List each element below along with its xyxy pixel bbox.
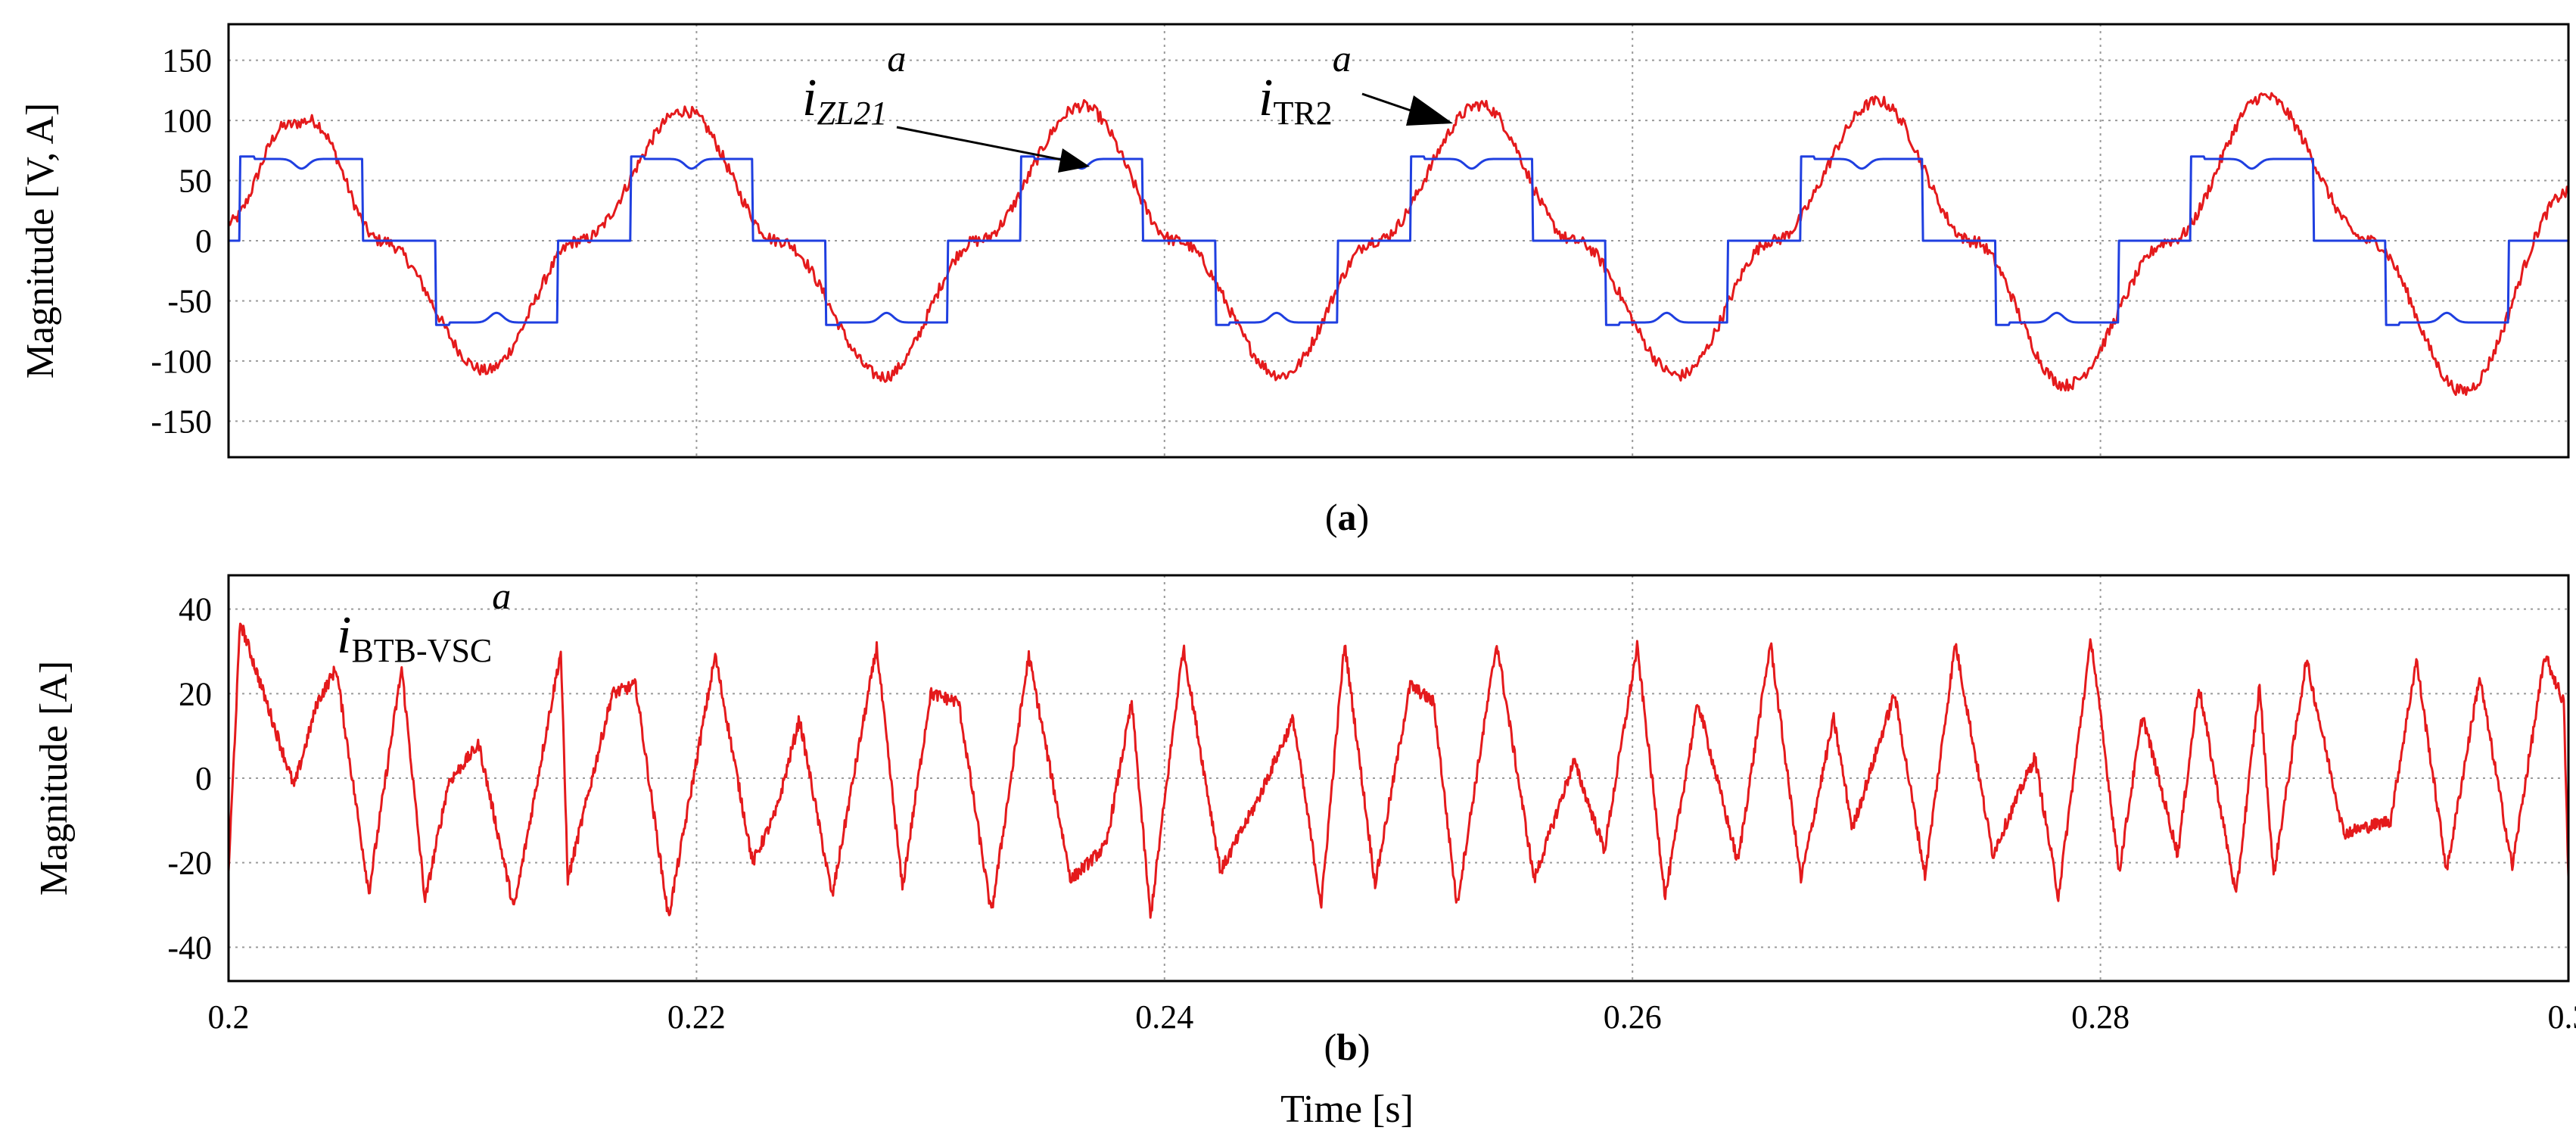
panel-a-frame xyxy=(227,23,2570,459)
y-tick-label: -100 xyxy=(151,343,212,380)
panel-a-y-axis-label: Magnitude [V, A] xyxy=(19,103,62,378)
annotation-i-zl21-sup: a xyxy=(887,37,906,79)
annotation-i-zl21-arrowhead xyxy=(1058,148,1090,173)
panel-b-label: (b) xyxy=(1324,1026,1370,1068)
annotation-i-btb-vsc-sup: a xyxy=(492,575,511,617)
annotation-i-tr2-sub: TR2 xyxy=(1273,95,1332,132)
svg-text:iBTB-VSCa: iBTB-VSCa xyxy=(337,575,511,669)
x-tick-label: 0.26 xyxy=(1604,998,1662,1036)
y-tick-label: -40 xyxy=(167,929,212,966)
panel-b-y-axis-label: Magnitude [A] xyxy=(33,661,76,895)
svg-text:iTR2a: iTR2a xyxy=(1258,37,1352,132)
panel-a-y-ticks: 150 100 50 0 -50 -100 -150 xyxy=(151,42,212,441)
annotation-i-zl21: iZL21a xyxy=(802,37,1090,173)
annotation-i-btb-vsc-sub: BTB-VSC xyxy=(351,632,492,669)
y-tick-label: 100 xyxy=(162,102,212,139)
panel-b-frame xyxy=(227,574,2570,983)
y-tick-label: 0 xyxy=(195,223,212,260)
panel-b-grid xyxy=(229,575,2568,981)
annotation-i-zl21-main: i xyxy=(802,69,817,127)
y-tick-label: 20 xyxy=(179,675,212,712)
x-tick-label: 0.22 xyxy=(667,998,726,1036)
series-i-zl21 xyxy=(228,155,2569,326)
y-tick-label: -20 xyxy=(167,845,212,882)
y-tick-label: -150 xyxy=(151,403,212,440)
x-tick-label: 0.24 xyxy=(1135,998,1193,1036)
panel-b: 40 20 0 -20 -40 0.2 0.22 0.24 0.26 0.28 0.3 Magni… xyxy=(33,574,2576,1131)
x-tick-label: 0.28 xyxy=(2071,998,2130,1036)
y-tick-label: 40 xyxy=(179,591,212,628)
annotation-i-tr2-arrowhead xyxy=(1406,95,1453,126)
annotation-i-tr2: iTR2a xyxy=(1258,37,1453,132)
y-tick-label: 150 xyxy=(162,42,212,79)
annotation-i-btb-vsc: iBTB-VSCa xyxy=(337,575,511,669)
annotation-i-zl21-arrow xyxy=(896,126,1066,162)
y-tick-label: 0 xyxy=(195,760,212,797)
annotation-i-btb-vsc-main: i xyxy=(337,606,351,665)
x-tick-label: 0.2 xyxy=(208,998,250,1036)
y-tick-label: -50 xyxy=(167,282,212,319)
x-tick-label: 0.3 xyxy=(2548,998,2576,1036)
y-tick-label: 50 xyxy=(179,163,212,200)
svg-text:iZL21a: iZL21a xyxy=(802,37,906,132)
annotation-i-tr2-main: i xyxy=(1258,69,1273,127)
panel-b-x-ticks: 0.2 0.22 0.24 0.26 0.28 0.3 xyxy=(208,998,2576,1036)
series-i-btb-vsc xyxy=(227,622,2570,919)
annotation-i-tr2-arrow xyxy=(1361,92,1416,114)
annotation-i-zl21-sub: ZL21 xyxy=(817,95,887,132)
annotation-i-tr2-sup: a xyxy=(1333,37,1352,79)
panel-b-y-ticks: 40 20 0 -20 -40 xyxy=(167,591,212,967)
panel-b-x-axis-label: Time [s] xyxy=(1280,1088,1414,1131)
panel-a-label: (a) xyxy=(1325,496,1369,538)
series-i-tr2 xyxy=(227,92,2570,396)
